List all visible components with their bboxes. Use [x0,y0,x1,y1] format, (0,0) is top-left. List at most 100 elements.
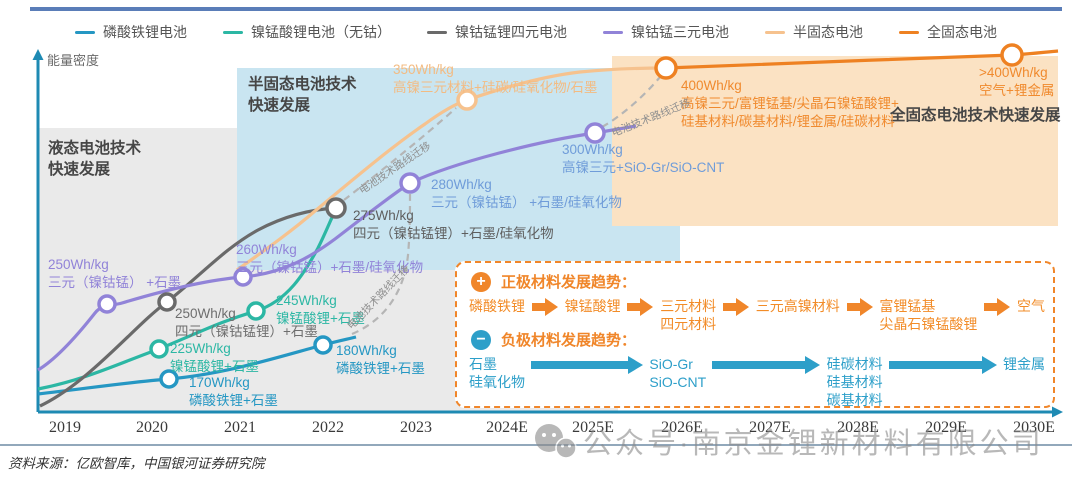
point-allsolid-400 [654,56,678,80]
label-allsolid-400: 400Wh/kg 高镍三元/富锂锰基/尖晶石镍锰酸锂+ 硅基材料/碳基材料/锂金… [681,77,899,131]
trend-step: 锂金属 [1003,356,1045,372]
legend-item-ncm: 镍钴锰三元电池 [603,22,729,42]
x-tick-2029e: 2029E [925,419,967,436]
label-lfp-170: 170Wh/kg 磷酸铁锂+石墨 [189,374,278,410]
region-label-liquid: 液态电池技术 快速发展 [48,140,142,178]
legend-label: 全固态电池 [927,24,997,40]
x-tick-2027e: 2027E [749,419,791,436]
source-note: 资料来源：亿欧智库，中国银河证券研究院 [8,456,265,471]
legend-dash-icon [603,30,623,34]
trend-step: 硅碳材料 硅基材料 碳基材料 [826,356,883,408]
trend-step: SiO-Gr SiO-CNT [649,356,707,390]
label-lnmo-225: 225Wh/kg 镍锰酸锂+石墨 [170,340,259,376]
label-value: 275Wh/kg [353,208,414,223]
label-semisolid-350: 350Wh/kg 高镍三元材料+硅碳/硅氧化物/石墨 [393,61,597,97]
label-lfp-180: 180Wh/kg 磷酸铁锂+石墨 [336,342,425,378]
label-material: 磷酸铁锂+石墨 [336,361,425,376]
legend-dash-icon [75,30,95,34]
label-value: >400Wh/kg [979,65,1048,80]
migration-dash-quad-to-semisolid [343,107,457,201]
arrow-right-icon [846,298,873,316]
legend-item-lfp: 磷酸铁锂电池 [75,22,187,42]
migration-dash-ternary-to-allsolid [601,76,661,128]
label-value: 260Wh/kg [236,242,297,257]
label-ternary-280: 280Wh/kg 三元（镍钴锰） +石墨/硅氧化物 [431,176,622,212]
label-value: 400Wh/kg [681,78,742,93]
x-tick-2019: 2019 [49,419,81,436]
plus-icon: + [471,271,491,292]
trend-step: 三元材料 四元材料 [660,298,717,332]
positive-trend-title-row: + 正极材料发展趋势： [471,271,636,292]
label-material: 三元（镍钴锰） +石墨/硅氧化物 [431,195,622,210]
point-lfp-170 [159,369,179,389]
chart-legend: 磷酸铁锂电池 镍锰酸锂电池（无钴） 镍钴锰锂四元电池 镍钴锰三元电池 半固态电池… [0,22,1072,42]
curve-lfp [37,335,357,396]
label-allsolid-400plus: >400Wh/kg 空气+锂金属 [979,64,1054,100]
label-value: 250Wh/kg [175,306,236,321]
point-ternary-260 [233,267,253,287]
curve-allsolid [665,49,1059,70]
legend-item-lnmo: 镍锰酸锂电池（无钴） [223,22,391,42]
label-ternary-250: 250Wh/kg 三元（镍钴锰） +石墨 [48,256,181,292]
point-lfp-180 [313,335,333,355]
x-tick-2021: 2021 [224,419,256,436]
point-quad-275 [325,197,347,219]
label-material: 磷酸铁锂+石墨 [189,393,278,408]
point-ternary-300 [584,122,606,144]
point-ternary-280 [399,172,421,194]
wechat-icon [535,424,577,459]
x-tick-2030e: 2030E [1013,419,1055,436]
label-value: 250Wh/kg [48,257,109,272]
label-value: 245Wh/kg [276,293,337,308]
y-axis-label: 能量密度 [47,53,100,68]
legend-dash-icon [899,30,919,34]
point-lnmo-225 [149,339,169,359]
legend-dash-icon [427,30,447,34]
long-arrow-right-icon [712,356,821,374]
region-label-semi-solid: 半固态电池技术 快速发展 [248,76,357,114]
legend-dash-icon [765,30,785,34]
legend-item-quad: 镍钴锰锂四元电池 [427,22,567,42]
migration-dash-lfp-to-ternary [351,192,412,336]
curve-lnmo [37,210,337,391]
label-material: 高镍三元+SiO-Gr/SiO-CNT [562,160,725,175]
legend-label: 磷酸铁锂电池 [103,24,187,40]
label-value: 170Wh/kg [189,375,250,390]
negative-trend-title-row: − 负极材料发展趋势： [471,329,636,350]
legend-dash-icon [223,30,243,34]
arrow-right-icon [722,298,749,316]
label-ternary-300: 300Wh/kg 高镍三元+SiO-Gr/SiO-CNT [562,141,724,177]
long-arrow-right-icon [531,356,644,374]
legend-item-allsolid: 全固态电池 [899,22,997,42]
legend-label: 半固态电池 [793,24,863,40]
trend-step: 石墨 硅氧化物 [469,356,525,390]
label-quad-275: 275Wh/kg 四元（镍钴锰锂）+石墨/硅氧化物 [353,207,554,243]
point-semisolid-350 [456,89,478,111]
curve-semisolid [236,66,667,272]
x-tick-2020: 2020 [136,419,168,436]
bottom-divider [0,444,1072,446]
label-quad-250: 250Wh/kg 四元（镍钴锰锂）+石墨 [175,305,318,341]
arrow-right-icon [531,298,558,316]
point-allsolid-400plus [1000,43,1024,67]
minus-icon: − [471,329,491,350]
trend-step: 三元高镍材料 [755,298,840,314]
watermark-text: 公众号·南京金锂新材料有限公司 [583,428,1044,460]
label-ternary-260: 260Wh/kg 三元（镍钴锰）+石墨/硅氧化物 [236,241,423,277]
legend-label: 镍锰酸锂电池（无钴） [251,24,391,40]
trend-step: 空气 [1016,298,1045,314]
top-divider [30,7,1062,11]
legend-item-semisolid: 半固态电池 [765,22,863,42]
x-tick-2026e: 2026E [661,419,703,436]
x-tick-2025e: 2025E [572,419,614,436]
label-value: 300Wh/kg [562,142,623,157]
x-tick-2022: 2022 [312,419,344,436]
x-tick-2023: 2023 [400,419,432,436]
region-all-solid-battery [612,56,1058,226]
watermark: 公众号·南京金锂新材料有限公司 [533,420,1044,462]
arrow-right-icon [627,298,654,316]
label-lnmo-245: 245Wh/kg 镍锰酸锂+石墨 [276,292,365,328]
x-axis-arrow-icon [1052,406,1063,418]
